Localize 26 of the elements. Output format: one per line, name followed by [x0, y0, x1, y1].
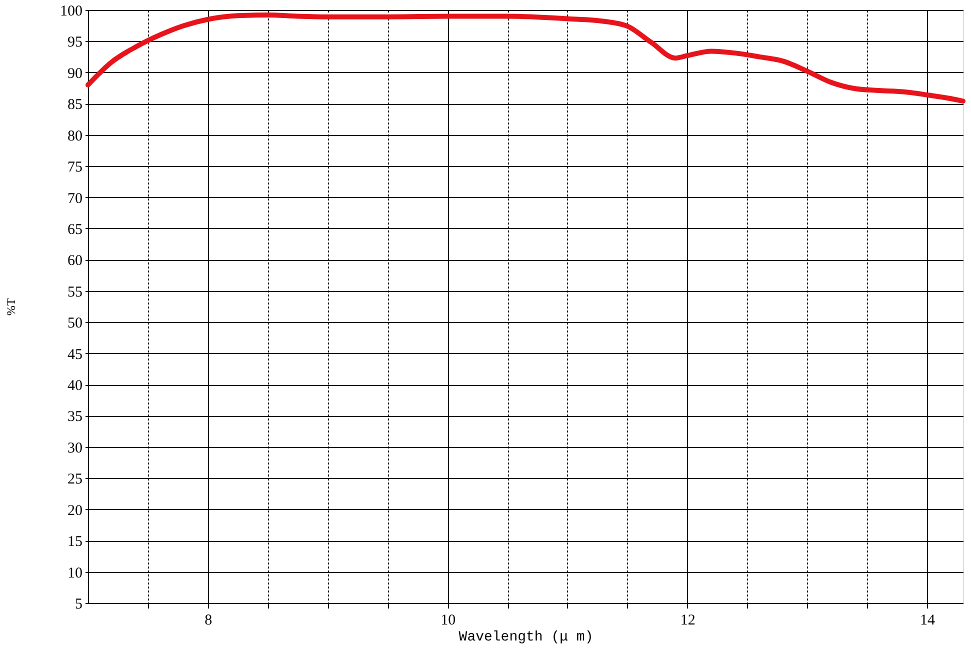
y-tick-label: 80 — [68, 128, 82, 144]
y-tick-label: 50 — [68, 316, 82, 332]
x-tick-label: 8 — [204, 612, 212, 628]
y-tick-label: 60 — [68, 253, 82, 270]
y-tick-label: 55 — [68, 284, 82, 300]
y-tick-label: 5 — [75, 596, 82, 612]
x-axis-title: Wavelength (μ m) — [458, 630, 594, 646]
x-tick-label: 12 — [680, 612, 696, 628]
y-tick-label: 35 — [68, 409, 82, 426]
y-axis-title: %T — [4, 298, 18, 316]
y-tick-label: 25 — [68, 472, 82, 488]
y-tick-label: 15 — [68, 534, 82, 550]
y-tick-label: 70 — [68, 190, 82, 207]
x-tick-label: 14 — [920, 612, 936, 628]
y-tick-label: 85 — [68, 97, 82, 114]
y-tick-label: 40 — [68, 378, 82, 394]
y-tick-label: 100 — [60, 4, 82, 20]
y-tick-label: 20 — [68, 502, 82, 519]
y-tick-label: 10 — [68, 565, 82, 582]
x-tick-label: 10 — [440, 612, 456, 628]
y-tick-label: 75 — [68, 160, 82, 176]
y-tick-label: 90 — [68, 66, 82, 82]
y-tick-label: 45 — [68, 346, 82, 363]
y-tick-label: 65 — [68, 222, 82, 238]
y-tick-label: 95 — [68, 34, 82, 51]
y-tick-label: 30 — [68, 440, 82, 456]
